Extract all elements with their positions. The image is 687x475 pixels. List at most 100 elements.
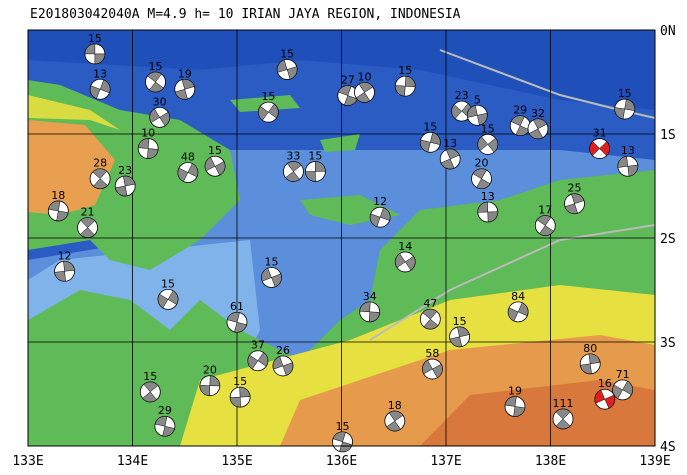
depth-label: 29 (513, 104, 527, 117)
beachball-quadrant (162, 425, 175, 437)
beachball: 29 (509, 104, 531, 137)
beachball-quadrant (445, 148, 460, 160)
beachball-quadrant (115, 185, 128, 197)
depth-label: 32 (531, 107, 545, 120)
beachball-quadrant (92, 168, 108, 180)
depth-label: 13 (481, 190, 495, 203)
beachball: 37 (247, 339, 269, 372)
beachball-quadrant (477, 112, 488, 126)
title: E201803042040A M=4.9 h= 10 IRIAN JAYA RE… (30, 7, 461, 22)
depth-label: 15 (264, 256, 278, 269)
beachball-quadrant (187, 163, 199, 178)
depth-label: 47 (423, 297, 437, 310)
depth-label: 28 (93, 157, 107, 170)
beachball-quadrant (147, 148, 159, 159)
lon-tick-label: 135E (221, 454, 252, 469)
beachball: 19 (174, 67, 196, 100)
beachball-quadrant (286, 161, 302, 172)
beachball-quadrant (430, 132, 441, 146)
beachball: 15 (229, 375, 251, 408)
beachball: 15 (394, 64, 416, 97)
depth-label: 15 (398, 64, 412, 77)
depth-label: 58 (425, 347, 439, 360)
beachball: 29 (154, 404, 176, 437)
beachball-quadrant (624, 98, 635, 111)
beachball: 84 (507, 290, 529, 323)
beachball: 48 (177, 150, 199, 183)
lat-tick-label: 0N (660, 24, 676, 39)
beachball-quadrant (599, 141, 610, 157)
beachball-quadrant (79, 227, 95, 238)
beachball-quadrant (54, 271, 66, 282)
beachball-quadrant (276, 59, 288, 73)
beachball-quadrant (487, 211, 499, 223)
beachball: 47 (419, 297, 441, 330)
beachball-quadrant (504, 396, 517, 407)
beachball: 13 (477, 190, 499, 223)
beachball: 58 (422, 347, 443, 380)
beachball-quadrant (588, 353, 601, 365)
beachball-quadrant (332, 431, 346, 443)
depth-label: 14 (398, 240, 412, 253)
depth-label: 15 (336, 420, 350, 433)
depth-label: 20 (475, 157, 489, 170)
beachball-quadrant (532, 118, 548, 130)
lon-tick-label: 134E (117, 454, 148, 469)
depth-label: 19 (178, 67, 192, 80)
beachball: 16 (594, 377, 616, 410)
beachball: 61 (226, 300, 248, 333)
beachball-quadrant (99, 79, 111, 94)
lon-tick-label: 136E (326, 454, 357, 469)
beachball-quadrant (234, 321, 248, 333)
beachball: 12 (369, 195, 391, 228)
beachball-quadrant (432, 363, 443, 379)
depth-label: 34 (363, 290, 377, 303)
depth-label: 20 (203, 364, 217, 377)
beachball-quadrant (174, 88, 188, 100)
lat-tick-label: 4S (660, 440, 676, 455)
beachball-quadrant (539, 225, 554, 236)
events: 15 15 19 13 30 10 28 23 48 15 18 21 12 15 15 61 33 15 15 15… (47, 32, 639, 453)
depth-label: 26 (276, 344, 290, 357)
depth-label: 111 (553, 397, 574, 410)
beachball: 19 (504, 384, 526, 417)
depth-label: 13 (621, 144, 635, 157)
beachball-quadrant (286, 66, 298, 80)
beachball: 31 (589, 127, 611, 159)
beachball-quadrant (214, 161, 226, 176)
beachball: 15 (614, 87, 636, 120)
beachball-quadrant (204, 156, 216, 172)
beachball-quadrant (159, 111, 170, 127)
beachball-quadrant (239, 386, 251, 398)
beachball: 15 (276, 48, 298, 80)
beachball-quadrant (268, 103, 279, 119)
beachball-quadrant (157, 293, 169, 309)
beachball-quadrant (272, 356, 284, 370)
map-frame (27, 29, 656, 447)
beachball-quadrant (359, 301, 371, 313)
depth-label: 18 (388, 399, 402, 412)
beachball: 14 (394, 240, 416, 273)
beachball: 111 (553, 397, 574, 430)
beachball-quadrant (477, 201, 489, 213)
beachball-quadrant (48, 200, 61, 212)
beachball-quadrant (627, 164, 639, 177)
lon-tick-label: 138E (535, 454, 566, 469)
depth-label: 12 (58, 249, 72, 262)
beachball: 5 (466, 93, 488, 126)
beachball-quadrant (89, 85, 101, 99)
beachball-quadrant (467, 105, 478, 118)
beachball-quadrant (589, 141, 600, 156)
beachball-quadrant (56, 210, 69, 222)
depth-label: 15 (233, 375, 247, 388)
beachball-quadrant (536, 215, 552, 226)
beachball: 15 (157, 277, 179, 310)
beachball-quadrant (420, 139, 431, 153)
beachball: 15 (84, 32, 106, 65)
depth-label: 33 (286, 149, 300, 162)
beachball: 18 (384, 399, 406, 432)
beachball: 23 (114, 164, 136, 197)
beachball: 15 (139, 370, 161, 403)
beachball-quadrant (358, 82, 374, 93)
